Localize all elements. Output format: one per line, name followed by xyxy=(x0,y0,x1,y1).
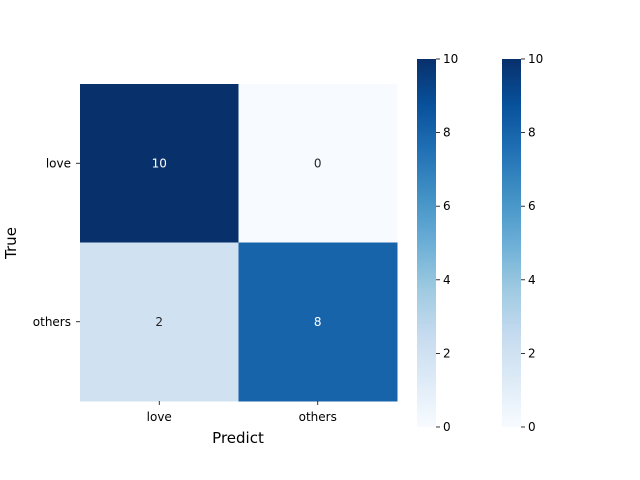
colorbar-tick-label: 0 xyxy=(528,420,536,434)
colorbar-tick-label: 4 xyxy=(443,273,451,287)
colorbar-gradient xyxy=(417,59,436,427)
heatmap-cell xyxy=(80,242,239,402)
y-tick-label: love xyxy=(46,156,71,170)
x-tick-label: others xyxy=(299,410,337,424)
y-axis-label: True xyxy=(2,227,20,260)
heatmap-cell xyxy=(238,242,398,402)
colorbar-tick-label: 6 xyxy=(528,199,536,213)
heatmap-axes: love others love others xyxy=(33,156,337,424)
x-tick-label: love xyxy=(147,410,172,424)
colorbar-tick-label: 6 xyxy=(443,199,451,213)
cell-value-label: 10 xyxy=(152,156,167,170)
colorbar-gradient xyxy=(502,59,521,427)
colorbar-tick-label: 10 xyxy=(528,52,543,66)
heatmap-cells: 10 0 2 8 xyxy=(80,84,398,402)
colorbar-tick-label: 10 xyxy=(443,52,458,66)
colorbar-tick-label: 0 xyxy=(443,420,451,434)
colorbar-tick-label: 8 xyxy=(443,126,451,140)
cell-value-label: 0 xyxy=(314,156,322,170)
cell-value-label: 8 xyxy=(314,315,322,329)
x-axis-label: Predict xyxy=(212,429,264,447)
colorbar: 0 2 4 6 8 10 xyxy=(502,52,543,434)
y-tick-label: others xyxy=(33,315,71,329)
colorbar-tick-label: 2 xyxy=(528,346,536,360)
colorbars: 0 2 4 6 8 10 0 2 4 6 8 10 xyxy=(417,52,543,434)
colorbar-tick-label: 4 xyxy=(528,273,536,287)
colorbar-tick-label: 2 xyxy=(443,346,451,360)
heatmap-cell xyxy=(238,84,398,243)
heatmap-cell xyxy=(80,84,239,243)
cell-value-label: 2 xyxy=(155,315,163,329)
colorbar-tick-label: 8 xyxy=(528,126,536,140)
colorbar: 0 2 4 6 8 10 xyxy=(417,52,458,434)
